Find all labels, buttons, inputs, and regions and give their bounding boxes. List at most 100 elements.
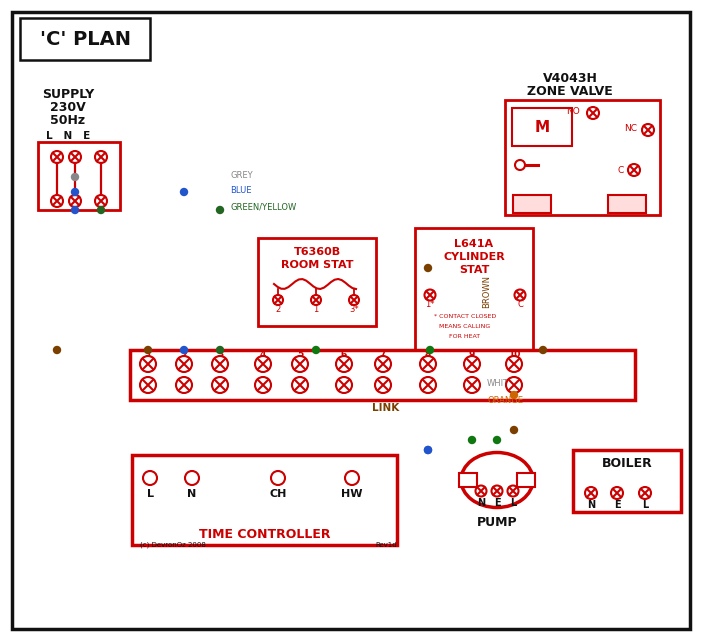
Text: L: L [147,489,154,499]
Ellipse shape [461,453,533,508]
Text: ORANGE: ORANGE [487,395,523,404]
Circle shape [464,356,480,372]
Circle shape [425,265,432,272]
Circle shape [506,356,522,372]
Circle shape [176,377,192,393]
Circle shape [642,124,654,136]
Text: 1: 1 [313,304,319,313]
Circle shape [611,487,623,499]
Circle shape [212,377,228,393]
Text: T6360B: T6360B [293,247,340,257]
Circle shape [585,487,597,499]
FancyBboxPatch shape [517,473,535,487]
Circle shape [510,392,517,399]
Circle shape [349,295,359,305]
Circle shape [311,295,321,305]
Circle shape [375,377,391,393]
Text: N: N [587,500,595,510]
Circle shape [506,377,522,393]
Text: TIME CONTROLLER: TIME CONTROLLER [199,528,331,542]
FancyBboxPatch shape [258,238,376,326]
Circle shape [216,206,223,213]
Circle shape [143,471,157,485]
Text: STAT: STAT [459,265,489,275]
Text: LINK: LINK [372,403,399,413]
Text: NC: NC [624,124,637,133]
Circle shape [273,295,283,305]
Circle shape [464,377,480,393]
Text: SUPPLY: SUPPLY [42,88,94,101]
Text: PUMP: PUMP [477,517,517,529]
Circle shape [180,188,187,196]
Circle shape [420,377,436,393]
Circle shape [425,290,435,301]
Text: ROOM STAT: ROOM STAT [281,260,353,270]
FancyBboxPatch shape [573,450,681,512]
FancyBboxPatch shape [20,18,150,60]
FancyBboxPatch shape [513,195,551,213]
Text: GREEN/YELLOW: GREEN/YELLOW [230,203,296,212]
Circle shape [72,206,79,213]
Circle shape [628,164,640,176]
Text: 2: 2 [181,349,187,358]
FancyBboxPatch shape [130,350,635,400]
Text: ZONE VALVE: ZONE VALVE [527,85,613,97]
Text: CYLINDER: CYLINDER [443,252,505,262]
Circle shape [508,485,519,497]
Circle shape [427,347,434,353]
Text: BLUE: BLUE [230,185,251,194]
Text: 8: 8 [425,349,431,358]
Text: E: E [494,498,501,508]
Text: * CONTACT CLOSED: * CONTACT CLOSED [434,313,496,319]
Text: 'C' PLAN: 'C' PLAN [39,29,131,49]
FancyBboxPatch shape [38,142,120,210]
FancyBboxPatch shape [415,228,533,356]
Text: 9: 9 [469,349,475,358]
Circle shape [639,487,651,499]
Text: FOR HEAT: FOR HEAT [449,333,481,338]
Text: HW: HW [341,489,363,499]
Text: L   N   E: L N E [46,131,90,141]
Text: M: M [534,119,550,135]
Text: L641A: L641A [454,239,494,249]
Text: NO: NO [567,106,580,115]
Circle shape [292,377,308,393]
Text: 1*: 1* [425,299,435,308]
FancyBboxPatch shape [132,455,397,545]
Text: 50Hz: 50Hz [51,113,86,126]
Circle shape [98,206,105,213]
Text: 3: 3 [217,349,223,358]
Text: E: E [614,500,621,510]
Circle shape [145,347,152,353]
Text: MEANS CALLING: MEANS CALLING [439,324,491,328]
FancyBboxPatch shape [459,473,477,487]
Text: 3*: 3* [349,304,359,313]
Circle shape [212,356,228,372]
Text: 1: 1 [145,349,151,358]
Text: L: L [642,500,648,510]
Circle shape [510,426,517,433]
Circle shape [345,471,359,485]
Text: 7: 7 [380,349,386,358]
Text: C: C [618,165,624,174]
Text: 5: 5 [297,349,303,358]
FancyBboxPatch shape [512,108,572,146]
Circle shape [140,356,156,372]
Circle shape [51,195,63,207]
Circle shape [425,447,432,453]
Circle shape [491,485,503,497]
Text: 2: 2 [275,304,281,313]
Circle shape [69,195,81,207]
Circle shape [494,437,501,444]
Circle shape [69,151,81,163]
Circle shape [420,356,436,372]
Circle shape [425,447,432,453]
Circle shape [336,377,352,393]
Circle shape [587,107,599,119]
Text: V4043H: V4043H [543,72,597,85]
Text: GREY: GREY [230,171,253,179]
Circle shape [176,356,192,372]
Circle shape [515,290,526,301]
Circle shape [51,151,63,163]
Text: CH: CH [270,489,286,499]
